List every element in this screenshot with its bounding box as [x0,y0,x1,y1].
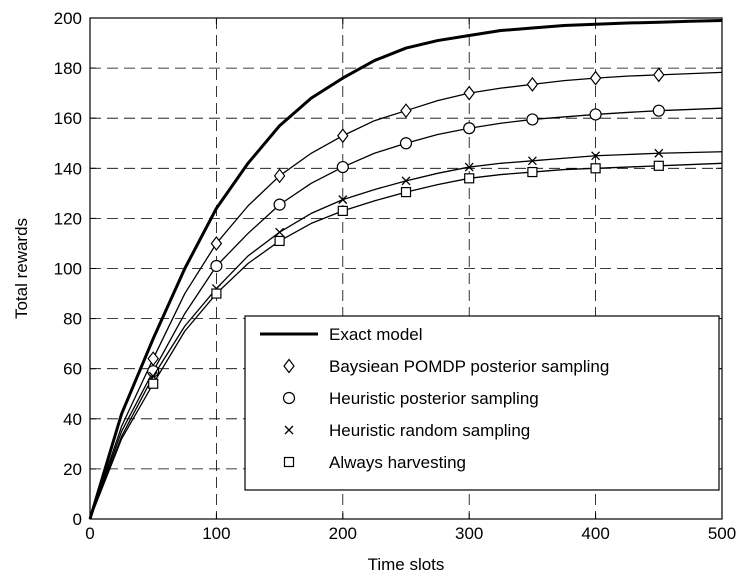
axis-ticks: 0 100 200 300 400 500 0 20 40 60 80 100 120 140 160 180… [54,9,737,543]
data-point [591,151,601,161]
y-tick-label: 20 [63,460,82,479]
legend-marker [283,358,295,374]
data-point [273,198,286,211]
x-tick-label: 300 [455,524,483,543]
data-point [463,85,475,101]
data-point [400,186,412,198]
y-tick-label: 0 [73,510,82,529]
series-1 [88,19,723,520]
data-point [210,259,223,273]
y-tick-label: 160 [54,109,82,128]
data-point [589,108,602,121]
legend: Exact model Baysiean POMDP posterior samp… [244,315,720,491]
data-point [399,137,413,150]
data-point [654,148,664,158]
series-5 [89,160,723,520]
x-tick-label: 500 [708,524,736,543]
legend-item: Exact model [260,325,423,344]
legend-label: Exact model [329,325,423,344]
series-2 [89,67,723,520]
legend-item: Baysiean POMDP posterior sampling [283,357,609,376]
legend-label: Always harvesting [329,453,466,472]
data-point [275,227,285,237]
legend-label: Heuristic random sampling [329,421,530,440]
data-point [148,378,159,389]
x-tick-label: 0 [85,524,94,543]
legend-label: Heuristic posterior sampling [329,389,539,408]
data-point [527,166,538,178]
legend-marker [283,456,295,468]
legend-item: Heuristic posterior sampling [282,389,539,408]
legend-marker [282,391,296,405]
legend-label: Baysiean POMDP posterior sampling [329,357,609,376]
y-tick-label: 100 [54,260,82,279]
data-point [527,156,537,166]
y-tick-label: 140 [54,159,82,178]
data-point [338,195,348,205]
data-point [337,128,349,144]
legend-item: Always harvesting [283,453,466,472]
data-point [463,122,476,135]
y-tick-label: 200 [54,9,82,28]
data-point [653,160,664,171]
data-point [526,113,539,126]
data-point [273,168,286,184]
y-tick-label: 120 [54,209,82,228]
data-point [401,176,411,186]
x-axis-title: Time slots [368,555,445,574]
data-point [526,76,539,92]
data-point [337,205,348,216]
x-tick-label: 100 [202,524,230,543]
data-point [210,235,223,251]
data-point [652,104,665,117]
y-tick-label: 40 [63,410,82,429]
data-point [589,70,602,86]
data-point [464,173,475,184]
legend-marker [284,425,294,435]
y-tick-label: 80 [63,310,82,329]
data-point [590,163,601,174]
data-point [464,162,474,172]
y-axis-title: Total rewards [12,218,31,319]
x-tick-label: 200 [329,524,357,543]
y-tick-label: 60 [63,360,82,379]
legend-box [244,315,720,491]
series-line [88,19,723,520]
legend-item: Heuristic random sampling [284,421,530,440]
data-point [653,67,665,83]
data-point [211,288,222,299]
data-point [336,160,349,174]
y-tick-label: 180 [54,59,82,78]
data-point [400,103,412,119]
x-tick-label: 400 [581,524,609,543]
series-group [88,19,723,520]
data-point [274,235,285,247]
